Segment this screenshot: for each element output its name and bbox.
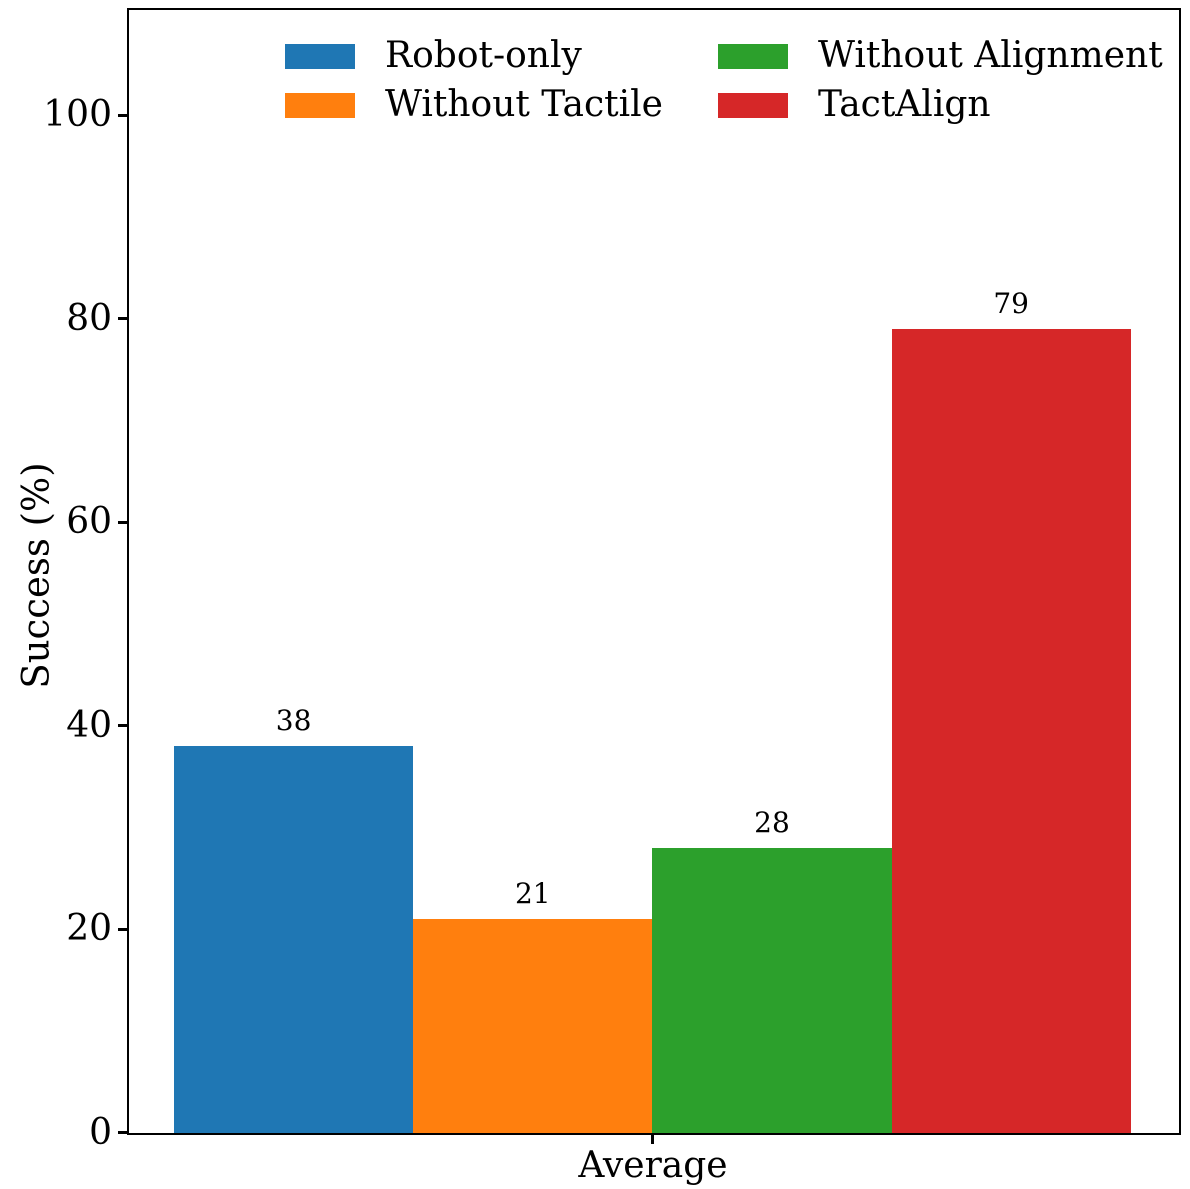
bar-without-tactile — [413, 919, 653, 1133]
bar-without-alignment — [652, 848, 892, 1133]
bar-value-label: 21 — [514, 877, 551, 911]
legend-swatch-robot-only — [285, 43, 355, 69]
x-tick-label: Average — [578, 1145, 728, 1186]
legend-item-without-alignment: Without Alignment — [718, 32, 1163, 80]
bar-value-label: 38 — [275, 704, 312, 738]
legend-label: Without Tactile — [385, 84, 663, 125]
bar-robot-only — [174, 746, 414, 1133]
plot-area: 38 21 28 79 — [127, 8, 1181, 1135]
bar-value-label: 28 — [754, 806, 790, 840]
y-tick-label: 40 — [66, 704, 112, 746]
legend-item-without-tactile: Without Tactile — [285, 81, 663, 129]
legend-swatch-without-alignment — [718, 43, 788, 69]
legend-swatch-without-tactile — [285, 92, 355, 118]
y-tick-mark — [118, 927, 127, 931]
y-tick-label: 0 — [89, 1111, 112, 1153]
legend-item-tactalign: TactAlign — [718, 81, 991, 129]
legend-label: Robot-only — [385, 35, 582, 76]
y-tick-mark — [118, 724, 127, 728]
y-tick-mark — [118, 1131, 127, 1134]
x-tick-mark — [651, 1135, 655, 1144]
y-tick-label: 100 — [43, 94, 112, 136]
bar-tactalign — [891, 329, 1131, 1133]
legend-item-robot-only: Robot-only — [285, 32, 582, 80]
legend-swatch-tactalign — [718, 92, 788, 118]
legend-label: TactAlign — [818, 84, 991, 125]
bar-value-label: 79 — [993, 287, 1029, 321]
legend-label: Without Alignment — [818, 35, 1163, 76]
y-tick-mark — [118, 317, 127, 321]
y-tick-label: 60 — [66, 501, 112, 543]
y-axis-label: Success (%) — [14, 0, 58, 1150]
y-tick-mark — [118, 520, 127, 524]
y-tick-label: 80 — [66, 297, 112, 339]
y-tick-mark — [118, 113, 127, 117]
y-tick-label: 20 — [66, 908, 112, 950]
y-axis-label-text: Success (%) — [14, 461, 58, 689]
